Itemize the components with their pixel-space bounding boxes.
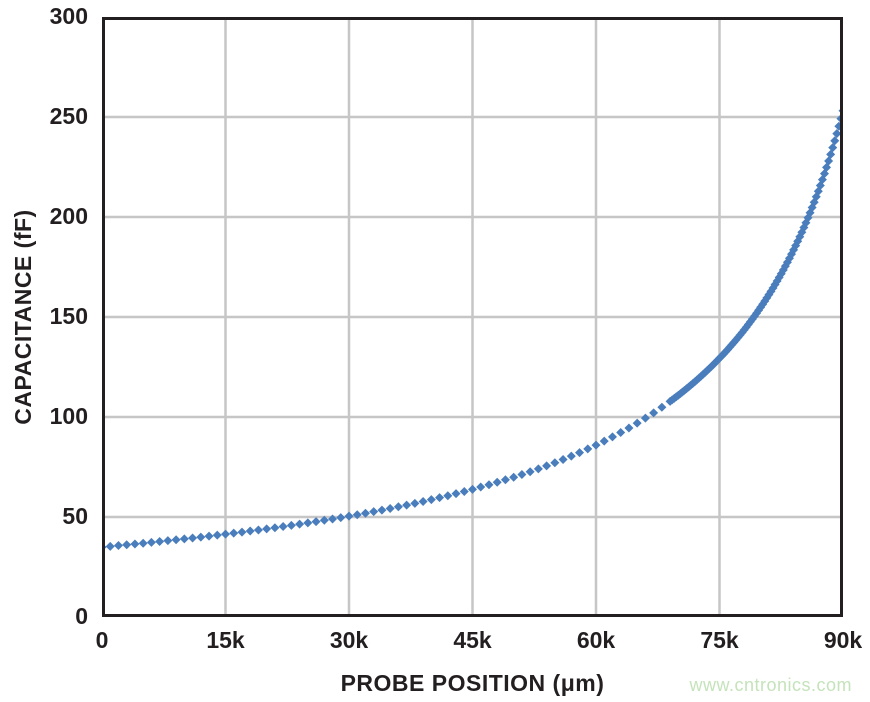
data-point-marker xyxy=(830,136,840,146)
y-tick-label: 0 xyxy=(75,602,88,629)
data-point-marker xyxy=(566,451,576,461)
data-point-marker xyxy=(542,461,552,471)
data-point-marker xyxy=(435,493,445,503)
data-point-marker xyxy=(468,484,477,494)
data-point-marker xyxy=(328,514,338,524)
x-tick-label: 0 xyxy=(95,627,109,653)
y-tick-label: 200 xyxy=(49,202,88,229)
data-point-marker xyxy=(393,502,403,512)
y-tick-label: 300 xyxy=(49,2,88,29)
data-point-marker xyxy=(558,454,568,464)
data-point-marker xyxy=(196,532,206,542)
capacitance-series xyxy=(102,106,843,552)
data-point-marker xyxy=(774,272,784,282)
data-point-marker xyxy=(451,489,461,499)
data-point-marker xyxy=(212,530,222,540)
data-point-marker xyxy=(204,531,214,541)
data-point-marker xyxy=(122,540,132,550)
data-point-marker xyxy=(105,541,115,551)
data-point-marker xyxy=(155,537,165,547)
data-point-marker xyxy=(245,526,255,536)
data-point-marker xyxy=(286,520,296,530)
data-point-marker xyxy=(826,149,836,159)
data-point-marker xyxy=(484,480,494,490)
data-point-marker xyxy=(632,418,642,428)
data-point-marker xyxy=(591,440,601,450)
data-point-marker xyxy=(171,535,181,545)
data-point-marker xyxy=(270,523,280,533)
data-point-marker xyxy=(525,467,535,477)
data-point-marker xyxy=(188,533,198,543)
data-point-marker xyxy=(385,503,395,513)
data-point-marker xyxy=(624,423,634,433)
y-tick-label: 150 xyxy=(49,302,88,329)
data-point-marker xyxy=(369,507,379,517)
data-point-marker xyxy=(476,482,486,492)
data-point-marker xyxy=(344,511,354,521)
data-point-marker xyxy=(295,519,305,529)
x-tick-label: 15k xyxy=(206,627,245,653)
data-point-marker xyxy=(443,491,453,501)
data-point-marker xyxy=(229,528,239,538)
data-point-marker xyxy=(583,444,593,454)
x-tick-label: 75k xyxy=(700,627,739,653)
data-point-marker xyxy=(500,475,510,485)
data-point-marker xyxy=(616,428,626,438)
data-point-marker xyxy=(828,143,838,153)
data-point-marker xyxy=(599,436,609,446)
data-point-marker xyxy=(418,496,428,506)
data-point-marker xyxy=(640,413,650,423)
data-point-marker xyxy=(303,518,313,528)
x-tick-label: 30k xyxy=(329,627,369,653)
data-point-marker xyxy=(832,129,842,139)
data-point-marker xyxy=(509,472,519,482)
data-point-marker xyxy=(319,515,329,525)
x-tick-label: 45k xyxy=(453,627,492,653)
data-point-marker xyxy=(492,477,502,487)
y-tick-label: 100 xyxy=(49,402,88,429)
x-tick-label: 60k xyxy=(576,627,616,653)
data-point-marker xyxy=(336,513,346,523)
data-point-marker xyxy=(533,464,543,474)
data-point-marker xyxy=(352,510,362,520)
watermark-text: www.cntronics.com xyxy=(689,675,852,695)
data-point-marker xyxy=(146,537,156,547)
data-point-marker xyxy=(221,529,230,539)
data-point-marker xyxy=(657,402,667,412)
data-point-marker xyxy=(163,536,173,546)
data-point-marker xyxy=(311,517,321,527)
y-tick-label: 250 xyxy=(49,102,88,129)
data-point-marker xyxy=(797,227,807,237)
data-point-marker xyxy=(426,495,436,505)
y-tick-label: 50 xyxy=(62,502,88,529)
data-point-marker xyxy=(550,458,560,468)
data-point-marker xyxy=(278,522,288,532)
data-point-marker xyxy=(402,500,412,510)
data-point-marker xyxy=(138,538,148,548)
data-point-marker xyxy=(377,505,387,515)
data-point-marker xyxy=(517,470,527,480)
data-point-marker xyxy=(360,508,370,518)
x-axis-tick-labels: 0 15k 30k 45k 60k 75k 90k xyxy=(96,627,863,655)
data-point-marker xyxy=(113,541,123,551)
data-point-marker xyxy=(253,525,263,535)
data-point-marker xyxy=(649,408,659,418)
data-point-marker xyxy=(410,498,420,508)
x-tick-label: 90k xyxy=(823,627,863,653)
data-point-marker xyxy=(607,432,617,442)
y-axis-tick-labels: 0 50 100 150 200 250 300 xyxy=(0,3,88,629)
data-point-marker xyxy=(179,534,189,544)
data-point-marker xyxy=(237,527,247,537)
data-point-marker xyxy=(782,257,792,267)
data-point-marker xyxy=(575,448,585,458)
data-point-marker xyxy=(459,487,469,497)
data-point-marker xyxy=(130,539,140,549)
plot-area xyxy=(102,17,843,617)
data-point-marker xyxy=(262,524,272,534)
x-axis-title: PROBE POSITION (μm) xyxy=(340,670,605,696)
plot-frame xyxy=(102,17,843,617)
data-point-marker xyxy=(824,156,834,166)
